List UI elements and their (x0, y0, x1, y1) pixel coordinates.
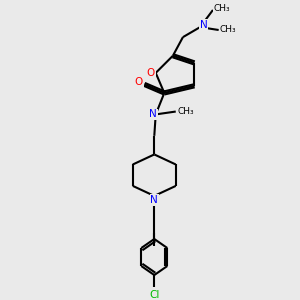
Text: CH₃: CH₃ (178, 107, 194, 116)
Text: CH₃: CH₃ (214, 4, 230, 13)
Text: N: N (200, 20, 207, 30)
Text: O: O (134, 77, 143, 87)
Text: N: N (150, 195, 158, 205)
Text: O: O (146, 68, 155, 78)
Text: N: N (149, 110, 157, 119)
Text: Cl: Cl (149, 290, 160, 300)
Text: CH₃: CH₃ (220, 26, 236, 34)
